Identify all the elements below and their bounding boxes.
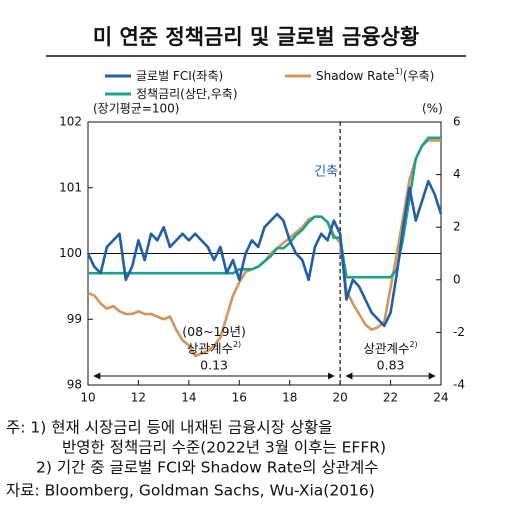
- y-tick-label: 98: [67, 378, 82, 392]
- footnote: 반영한 정책금리 수준(2022년 3월 이후는 EFFR): [62, 439, 386, 457]
- x-tick-label: 14: [181, 391, 196, 405]
- y-axis-label: (장기평균=100): [93, 102, 179, 116]
- legend-name: 글로벌 FCI(좌축): [136, 69, 223, 83]
- legend-label: Shadow Rate1)(우축): [316, 67, 434, 83]
- y2-tick-label: -4: [453, 378, 465, 392]
- x-tick-label: 24: [433, 391, 448, 405]
- y2-tick-label: 6: [453, 115, 461, 129]
- period-value: 0.83: [377, 358, 405, 373]
- x-tick-label: 20: [333, 391, 348, 405]
- legend-name: Shadow Rate: [316, 69, 395, 83]
- legend-label: 글로벌 FCI(좌축): [136, 69, 223, 83]
- period-label: 상관계수2): [187, 340, 241, 356]
- chart-title: 미 연준 정책금리 및 글로벌 금융상황: [93, 25, 419, 49]
- y2-tick-label: 4: [453, 167, 461, 181]
- y-tick-label: 100: [59, 246, 82, 260]
- y2-tick-label: -2: [453, 325, 465, 339]
- x-tick-label: 18: [282, 391, 297, 405]
- footnote: 주: 1) 현재 시장금리 등에 내재된 금융시장 상황을: [6, 419, 333, 437]
- event-label: 긴축: [314, 165, 338, 180]
- y-tick-label: 101: [59, 180, 82, 194]
- period-text: (08~19년): [182, 324, 246, 339]
- x-tick-label: 10: [80, 391, 95, 405]
- period-note: 2): [409, 340, 417, 349]
- period-note: 2): [233, 340, 241, 349]
- y2-tick-label: 0: [453, 272, 461, 286]
- data-line: [86, 179, 443, 328]
- period-text: 상관계수: [363, 341, 409, 356]
- y2-tick-label: 2: [453, 220, 461, 234]
- y-tick-label: 102: [59, 115, 82, 129]
- legend-label: 정책금리(상단,우축): [136, 86, 238, 101]
- footnote: 자료: Bloomberg, Goldman Sachs, Wu-Xia(201…: [6, 482, 375, 500]
- data-line: [88, 136, 441, 279]
- legend-suffix: (우축): [403, 69, 434, 83]
- period-value: 0.13: [200, 358, 228, 373]
- period-label: 상관계수2): [363, 340, 417, 356]
- y-tick-label: 99: [67, 312, 82, 326]
- period-label: (08~19년): [182, 324, 246, 339]
- period-text: 상관계수: [187, 341, 233, 356]
- footnote: 2) 기간 중 글로벌 FCI와 Shadow Rate의 상관계수: [36, 459, 379, 477]
- y2-axis-label: (%): [422, 102, 443, 116]
- x-tick-label: 22: [383, 391, 398, 405]
- x-tick-label: 16: [232, 391, 247, 405]
- legend-name: 정책금리(상단,우축): [136, 86, 238, 101]
- x-tick-label: 12: [131, 391, 146, 405]
- legend-note: 1): [395, 67, 403, 76]
